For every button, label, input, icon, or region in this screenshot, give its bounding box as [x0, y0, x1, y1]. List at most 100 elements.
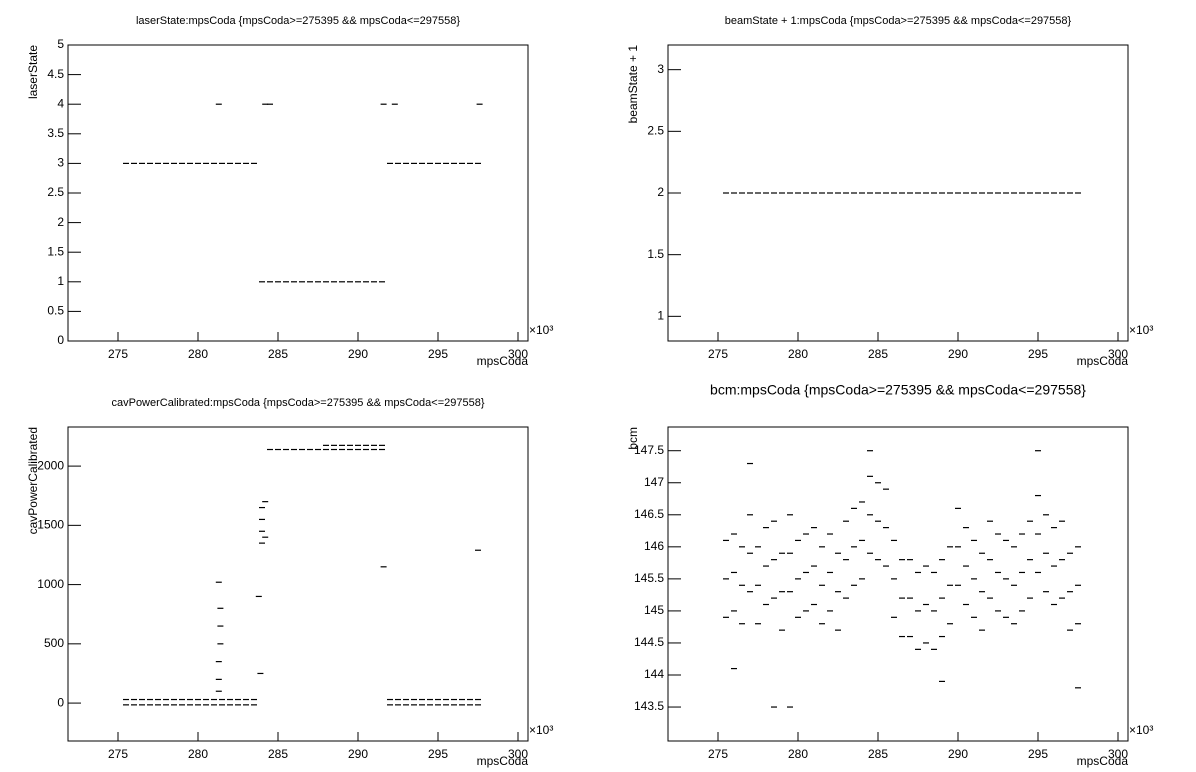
point [923, 642, 929, 644]
point [315, 448, 321, 451]
point [1003, 192, 1009, 194]
point [899, 559, 905, 561]
y-tick-label: 145 [644, 603, 664, 617]
point [395, 704, 401, 706]
y-tick-label: 0.5 [47, 304, 64, 318]
point [262, 501, 269, 503]
point [179, 698, 185, 701]
point [955, 192, 961, 194]
point [939, 192, 945, 194]
point [1051, 527, 1057, 529]
x-exponent: ×10³ [529, 723, 553, 737]
point [235, 698, 241, 701]
point [1035, 533, 1041, 535]
point [827, 610, 833, 612]
point [859, 539, 865, 542]
point [187, 704, 193, 706]
point [403, 698, 409, 701]
point [979, 552, 985, 554]
point [262, 536, 269, 538]
point [875, 520, 881, 522]
point [459, 162, 465, 164]
point [123, 162, 129, 164]
point [883, 488, 889, 490]
point [155, 698, 161, 701]
point [217, 625, 224, 627]
point [979, 192, 985, 194]
point [255, 595, 262, 598]
point [755, 546, 761, 548]
point [747, 552, 753, 554]
point [331, 448, 337, 451]
point [1067, 552, 1073, 554]
point [851, 507, 857, 509]
point [267, 281, 273, 283]
point [979, 629, 985, 631]
point [939, 680, 945, 683]
point [747, 462, 753, 465]
point [1011, 546, 1017, 548]
y-tick-label: 0 [57, 333, 64, 347]
point [435, 698, 441, 701]
point [283, 448, 289, 451]
point [931, 610, 937, 612]
point [347, 281, 353, 283]
point [923, 565, 929, 567]
point [867, 192, 873, 194]
point [363, 448, 369, 451]
point [939, 559, 945, 561]
point [763, 527, 769, 529]
point [371, 448, 377, 451]
y-tick-label: 2000 [37, 458, 64, 472]
point [219, 704, 225, 706]
point [1035, 494, 1041, 497]
point [747, 591, 753, 593]
point [259, 518, 265, 521]
point [987, 597, 993, 599]
point [851, 546, 857, 548]
point [987, 520, 993, 522]
x-tick-label: 275 [708, 347, 728, 361]
point [859, 578, 865, 580]
point [723, 578, 729, 580]
y-tick-label: 2.5 [47, 185, 64, 199]
point [451, 698, 457, 701]
point [835, 192, 841, 194]
point [323, 281, 329, 283]
point [227, 698, 233, 701]
point [1003, 616, 1009, 618]
point [787, 706, 793, 708]
point [1043, 552, 1049, 554]
point [475, 704, 481, 706]
point [451, 704, 457, 706]
point [195, 698, 201, 701]
point [147, 698, 153, 701]
x-tick-label: 275 [108, 747, 128, 761]
point [859, 192, 865, 194]
point [371, 281, 377, 283]
point [323, 448, 329, 451]
x-axis-title: mpsCoda [477, 754, 529, 768]
point [363, 444, 369, 446]
point [215, 581, 222, 583]
point [427, 162, 433, 164]
y-tick-label: 1.5 [647, 247, 664, 261]
point [771, 520, 777, 522]
point [331, 281, 337, 283]
point [1051, 192, 1057, 194]
point [915, 571, 921, 574]
y-tick-label: 1 [657, 309, 664, 323]
point [859, 501, 865, 503]
point [739, 546, 745, 548]
point [215, 661, 222, 663]
x-tick-label: 280 [788, 747, 808, 761]
point [171, 162, 177, 164]
point [187, 162, 193, 164]
point [211, 704, 217, 706]
point [403, 162, 409, 164]
point [1043, 192, 1049, 194]
point [139, 162, 145, 164]
point [979, 591, 985, 593]
y-tick-label: 3.5 [47, 126, 64, 140]
